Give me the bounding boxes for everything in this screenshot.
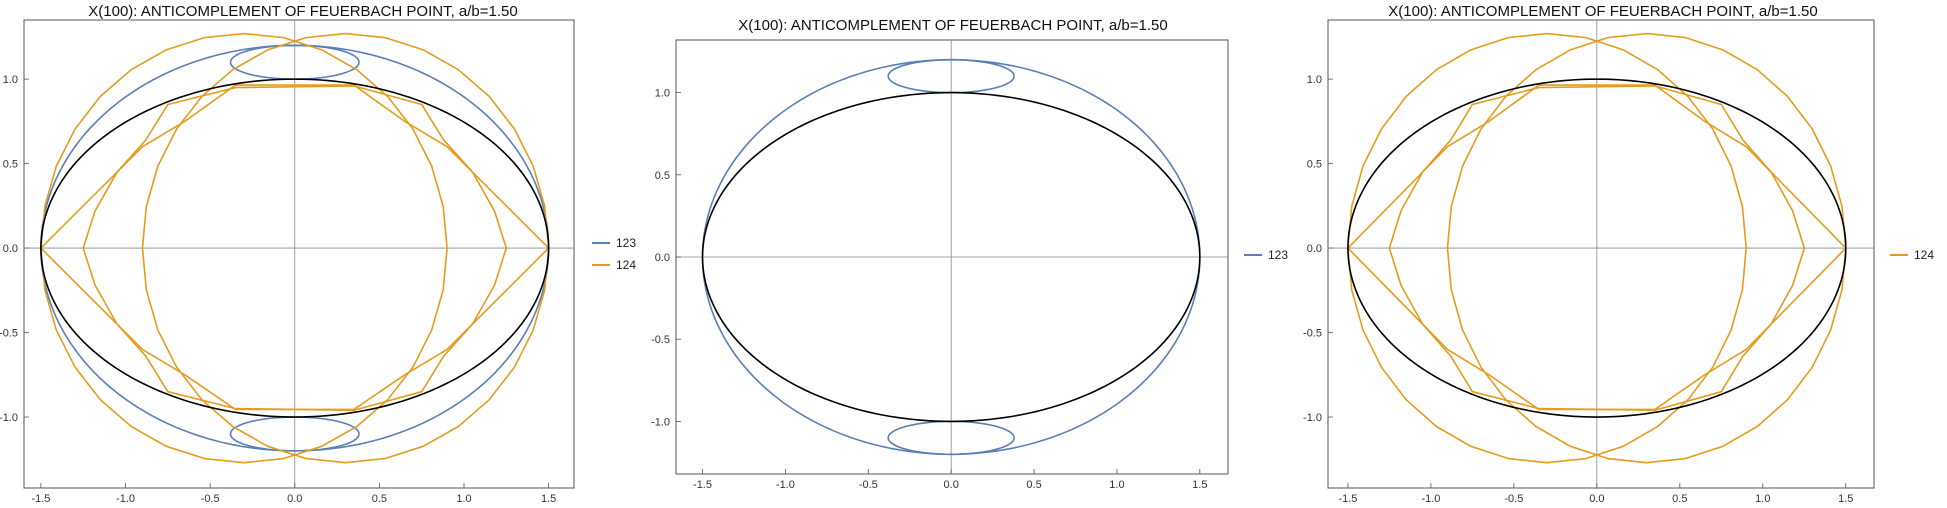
y-tick-label: 1.0 [1307, 74, 1322, 86]
y-tick-label: 0.0 [655, 252, 670, 264]
legend-label-124: 124 [616, 258, 636, 272]
y-tick-label: -1.0 [0, 412, 18, 424]
y-tick-label: 0.0 [1307, 243, 1322, 255]
x-tick-label: -1.5 [1338, 493, 1357, 505]
y-tick-label: 0.0 [3, 243, 18, 255]
x-tick-label: -1.5 [31, 493, 50, 505]
x-tick-label: 0.5 [1026, 479, 1041, 491]
series-123-curve [229, 44, 360, 80]
plot-area [701, 58, 1201, 456]
x-tick-label: 1.5 [1192, 479, 1207, 491]
series-124-curve [1388, 85, 1806, 412]
y-tick-label: 1.0 [655, 88, 670, 100]
y-tick-label: 0.5 [655, 170, 670, 182]
x-tick-label: 1.5 [1838, 493, 1853, 505]
x-tick-label: -0.5 [859, 479, 878, 491]
chart-panel-3: X(100): ANTICOMPLEMENT OF FEUERBACH POIN… [1303, 3, 1934, 505]
y-tick-label: 0.5 [3, 159, 18, 171]
reference-ellipse [701, 91, 1201, 423]
plot-area [40, 32, 550, 464]
y-tick-label: -1.0 [1303, 412, 1322, 424]
legend-label-124: 124 [1914, 248, 1934, 262]
reference-ellipse [1347, 78, 1847, 418]
series-124-curve [141, 32, 550, 464]
x-tick-label: 0.0 [944, 479, 959, 491]
legend-label-123: 123 [616, 236, 636, 250]
series-123-curve [887, 58, 1015, 94]
x-tick-label: 0.5 [372, 493, 387, 505]
chart-title: X(100): ANTICOMPLEMENT OF FEUERBACH POIN… [88, 3, 517, 20]
x-tick-label: 1.5 [541, 493, 556, 505]
x-tick-label: 0.0 [1589, 493, 1604, 505]
chart-title: X(100): ANTICOMPLEMENT OF FEUERBACH POIN… [738, 17, 1167, 34]
plot-area [1347, 32, 1847, 464]
x-tick-label: -1.0 [1421, 493, 1440, 505]
y-tick-label: -0.5 [651, 334, 670, 346]
x-tick-label: -1.0 [116, 493, 135, 505]
y-tick-label: -0.5 [1303, 328, 1322, 340]
chart-panel-2: X(100): ANTICOMPLEMENT OF FEUERBACH POIN… [651, 17, 1288, 491]
legend-label-123: 123 [1268, 248, 1288, 262]
x-tick-label: 0.0 [287, 493, 302, 505]
y-tick-label: 0.5 [1307, 159, 1322, 171]
series-123-curve [887, 420, 1015, 456]
chart-panel-1: X(100): ANTICOMPLEMENT OF FEUERBACH POIN… [0, 3, 636, 505]
x-tick-label: -0.5 [1504, 493, 1523, 505]
x-tick-label: 1.0 [1109, 479, 1124, 491]
plot-frame [1327, 19, 1875, 489]
x-tick-label: 0.5 [1672, 493, 1687, 505]
x-tick-label: -1.0 [776, 479, 795, 491]
plot-frame [23, 19, 575, 489]
x-tick-label: -0.5 [201, 493, 220, 505]
series-124-curve [82, 85, 508, 412]
x-tick-label: 1.0 [1755, 493, 1770, 505]
y-tick-label: -0.5 [0, 328, 18, 340]
x-tick-label: 1.0 [456, 493, 471, 505]
y-tick-label: -1.0 [651, 416, 670, 428]
series-123-curve [229, 416, 360, 452]
chart-title: X(100): ANTICOMPLEMENT OF FEUERBACH POIN… [1388, 3, 1817, 20]
series-124-curve [1446, 32, 1847, 464]
y-tick-label: 1.0 [3, 74, 18, 86]
x-tick-label: -1.5 [693, 479, 712, 491]
reference-ellipse [40, 78, 550, 418]
